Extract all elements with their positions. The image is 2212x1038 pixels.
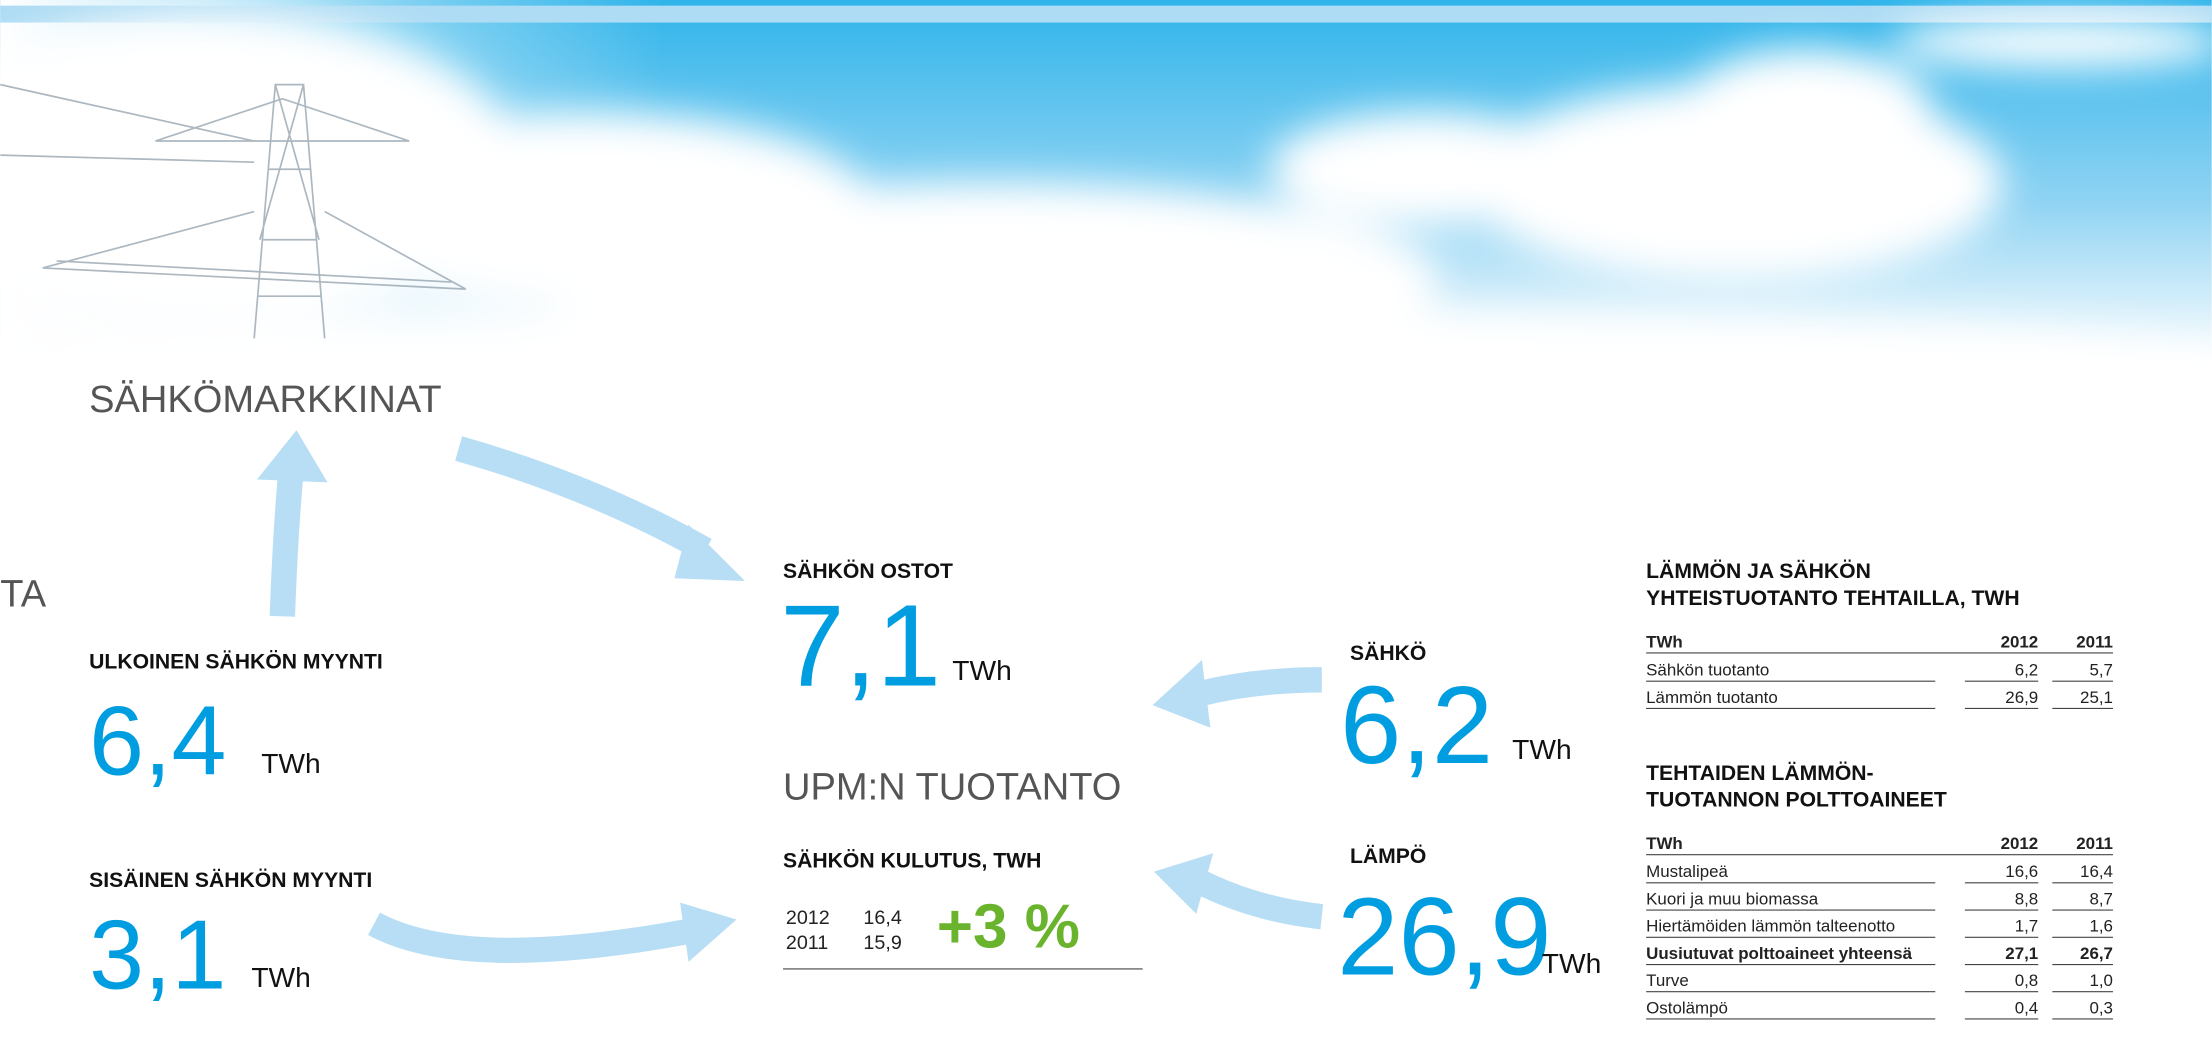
table-cell: 8,7	[2089, 889, 2113, 908]
table-cell: Mustalipeä	[1646, 862, 1728, 881]
table-cell: 8,8	[2015, 889, 2039, 908]
title: SÄHKÖMARKKINAT	[89, 379, 442, 421]
table-cell: Uusiutuvat polttoaineet yhteensä	[1646, 944, 1912, 963]
table-cell: 25,1	[2080, 688, 2113, 707]
table-title: YHTEISTUOTANTO TEHTAILLA, TWH	[1646, 587, 2019, 610]
label: LÄMPÖ	[1350, 843, 1426, 868]
table-cell: 1,7	[2015, 917, 2039, 936]
table-cell: 1,6	[2089, 917, 2113, 936]
value: 6,4	[89, 685, 226, 795]
table-header: 2011	[2076, 834, 2113, 853]
unit: TWh	[261, 747, 321, 779]
table-cell: Lämmön tuotanto	[1646, 688, 1778, 707]
sky-banner	[0, 0, 2212, 424]
table-cell: 27,1	[2005, 944, 2038, 963]
change: +3 %	[937, 893, 1080, 962]
value: 6,2	[1340, 664, 1493, 787]
table-title: TUOTANNON POLTTOAINEET	[1646, 789, 1947, 812]
flow-arrows	[256, 430, 1324, 964]
unit: TWh	[1542, 947, 1602, 979]
value: 7,1	[780, 580, 941, 710]
table-cell: 0,4	[2015, 998, 2039, 1017]
table-header: 2011	[2076, 632, 2113, 651]
table-header: TWh	[1646, 632, 1683, 651]
table-title: TEHTAIDEN LÄMMÖN-	[1646, 760, 1873, 785]
table-header: TWh	[1646, 834, 1683, 853]
table-cell: Turve	[1646, 971, 1689, 990]
cut-text: TA	[0, 573, 46, 615]
label: ULKOINEN SÄHKÖN MYYNTI	[89, 648, 383, 673]
year: 2012	[786, 907, 830, 929]
table-cell: 0,8	[2015, 971, 2039, 990]
table-header: 2012	[2001, 632, 2039, 651]
table-cell: Ostolämpö	[1646, 998, 1728, 1017]
value: 16,4	[863, 907, 901, 929]
unit: TWh	[251, 961, 311, 993]
value: 26,9	[1337, 876, 1551, 999]
table-title: LÄMMÖN JA SÄHKÖN	[1646, 558, 1871, 583]
label: SÄHKÖ	[1350, 640, 1426, 665]
table-cell: 5,7	[2089, 661, 2113, 680]
table-cell: Sähkön tuotanto	[1646, 661, 1769, 680]
table-cell: 26,9	[2005, 688, 2038, 707]
tables: LÄMMÖN JA SÄHKÖN YHTEISTUOTANTO TEHTAILLA…	[1646, 558, 2113, 1020]
label: SISÄINEN SÄHKÖN MYYNTI	[89, 867, 372, 892]
year: 2011	[786, 932, 828, 954]
section-title: UPM:N TUOTANTO	[783, 767, 1121, 809]
table-cell: 26,7	[2080, 944, 2113, 963]
table-cell: 6,2	[2015, 661, 2039, 680]
table-cell: Hiertämöiden lämmön talteenotto	[1646, 917, 1895, 936]
label: SÄHKÖN OSTOT	[783, 558, 953, 583]
texts: SÄHKÖMARKKINAT TA ULKOINEN SÄHKÖN MYYNTI…	[0, 379, 1601, 1010]
table-cell: 1,0	[2089, 971, 2113, 990]
table-cell: 16,6	[2005, 862, 2038, 881]
value: 15,9	[863, 932, 901, 954]
pylon	[0, 83, 467, 339]
label: SÄHKÖN KULUTUS, TWH	[783, 847, 1041, 872]
table-cell: 0,3	[2089, 998, 2113, 1017]
value: 3,1	[89, 900, 226, 1010]
unit: TWh	[1512, 733, 1572, 765]
table-cell: 16,4	[2080, 862, 2113, 881]
table-header: 2012	[2001, 834, 2039, 853]
unit: TWh	[952, 654, 1012, 686]
table-cell: Kuori ja muu biomassa	[1646, 889, 1819, 908]
